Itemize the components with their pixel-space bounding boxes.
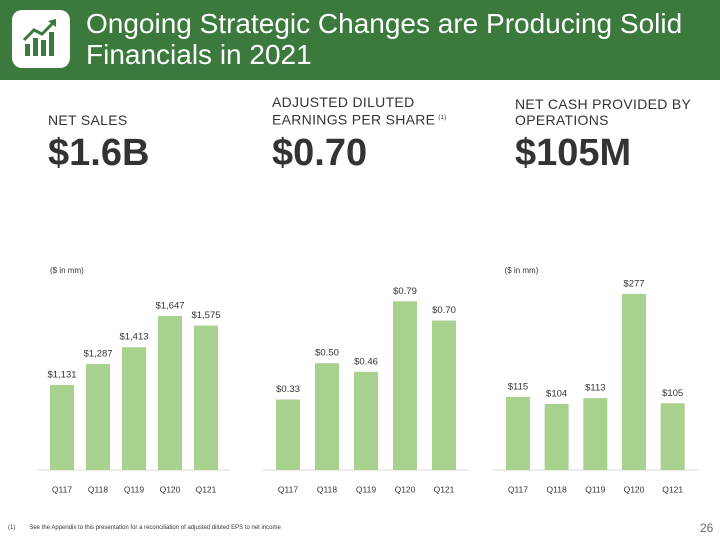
data-label: $104 — [546, 388, 567, 399]
x-tick-label: Q119 — [585, 484, 605, 494]
data-label: $1,575 — [191, 310, 220, 321]
x-tick-label: Q121 — [434, 484, 455, 494]
bar — [315, 363, 339, 470]
data-label: $0.50 — [315, 348, 339, 359]
chart-subtitle: ($ in mm) — [505, 266, 539, 275]
bar — [432, 320, 456, 470]
x-tick-label: Q120 — [395, 484, 416, 494]
header-band: Ongoing Strategic Changes are Producing … — [0, 0, 720, 80]
bar — [50, 384, 74, 470]
bar — [276, 399, 300, 470]
kpi-value: $1.6B — [48, 132, 150, 174]
data-label: $1,131 — [47, 369, 76, 380]
kpi-label: NET SALES — [48, 112, 128, 128]
kpi-label: ADJUSTED DILUTED EARNINGS PER SHARE (1) — [272, 94, 452, 128]
icon-graphic — [22, 19, 56, 56]
bar — [354, 371, 378, 470]
logo-icon — [12, 10, 70, 68]
footnote-marker: (1) — [8, 525, 16, 531]
x-tick-label: Q120 — [624, 484, 645, 494]
page-number: 26 — [700, 521, 714, 535]
x-tick-label: Q121 — [196, 484, 217, 494]
x-tick-label: Q117 — [278, 484, 298, 494]
data-label: $1,413 — [119, 332, 148, 343]
footnote-text: See the Appendix to this presentation fo… — [29, 525, 281, 531]
x-tick-label: Q118 — [88, 484, 108, 494]
bar — [583, 398, 608, 470]
bar — [86, 364, 110, 470]
x-tick-label: Q121 — [662, 484, 683, 494]
data-label: $277 — [623, 278, 644, 289]
data-label: $0.33 — [276, 384, 300, 395]
data-label: $1,287 — [83, 349, 112, 360]
data-label: $113 — [585, 383, 605, 394]
kpi-label-text: ADJUSTED DILUTED EARNINGS PER SHARE — [272, 94, 436, 128]
bar — [544, 403, 569, 470]
data-label: $0.46 — [354, 356, 378, 367]
data-label: $0.79 — [393, 286, 417, 297]
bar — [621, 293, 646, 470]
x-tick-label: Q120 — [160, 484, 181, 494]
chart-subtitle: ($ in mm) — [50, 266, 84, 275]
data-label: $0.70 — [432, 305, 456, 316]
x-tick-label: Q119 — [124, 484, 144, 494]
kpi-value: $0.70 — [272, 132, 368, 174]
x-tick-label: Q119 — [356, 484, 376, 494]
slide-title: Ongoing Strategic Changes are Producing … — [86, 8, 683, 70]
bar — [158, 315, 182, 470]
x-tick-label: Q118 — [547, 484, 567, 494]
kpi-note: (1) — [438, 115, 447, 122]
data-label: $1,647 — [155, 300, 184, 311]
bar — [194, 325, 218, 470]
data-label: $115 — [508, 381, 528, 392]
kpi: NET CASH PROVIDED BY OPERATIONS $105M — [515, 94, 705, 175]
bar — [505, 396, 530, 470]
x-tick-label: Q117 — [508, 484, 528, 494]
data-label: $105 — [662, 388, 683, 399]
kpi-value: $105M — [515, 132, 632, 174]
kpi-label: NET CASH PROVIDED BY OPERATIONS — [515, 96, 691, 128]
bar — [393, 301, 417, 470]
x-tick-label: Q118 — [317, 484, 337, 494]
x-tick-label: Q117 — [52, 484, 72, 494]
bar — [122, 347, 146, 470]
kpi: ADJUSTED DILUTED EARNINGS PER SHARE (1) $… — [272, 94, 452, 175]
kpi: NET SALES $1.6B — [48, 94, 248, 175]
footnote: (1) See the Appendix to this presentation… — [8, 525, 295, 531]
bar — [660, 403, 685, 470]
